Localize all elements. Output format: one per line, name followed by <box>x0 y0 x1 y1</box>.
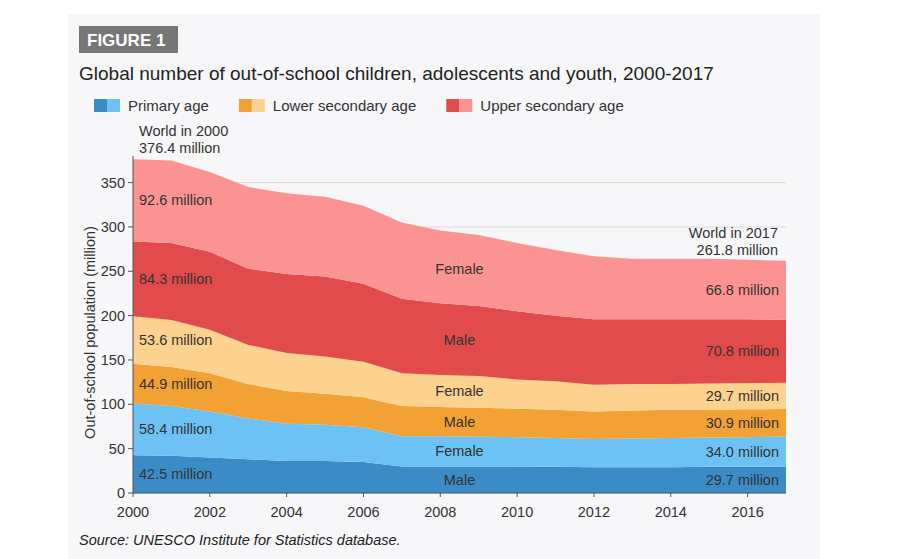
series-label: Female <box>435 261 483 277</box>
legend-swatch <box>252 99 265 112</box>
series-label: Female <box>435 383 483 399</box>
x-tick-label: 2014 <box>655 504 687 520</box>
x-tick <box>670 493 671 497</box>
legend-swatch <box>459 99 472 112</box>
data-label: 66.8 million <box>706 282 779 298</box>
x-tick-label: 2010 <box>501 504 533 520</box>
legend-label: Lower secondary age <box>273 97 416 114</box>
areas <box>133 159 786 493</box>
y-tick-label: 300 <box>101 219 125 235</box>
y-tick-label: 350 <box>101 175 125 191</box>
data-label: 44.9 million <box>139 376 212 392</box>
labels: 42.5 million 29.7 million Male 58.4 million… <box>139 192 779 487</box>
data-label: 84.3 million <box>139 271 212 287</box>
data-label: 29.7 million <box>706 472 779 488</box>
y-tick <box>128 359 133 360</box>
legend: Primary age Lower secondary age Upper seco… <box>94 97 624 114</box>
chart: FIGURE 1 Global number of out-of-school c… <box>0 0 900 559</box>
x-tick <box>747 493 748 497</box>
data-label: 92.6 million <box>139 192 212 208</box>
y-tick-label: 0 <box>117 485 125 501</box>
y-tick-label: 50 <box>109 441 125 457</box>
legend-swatch <box>446 99 459 112</box>
y-tick-label: 250 <box>101 263 125 279</box>
data-label: 30.9 million <box>706 415 779 431</box>
series-label: Male <box>444 332 475 348</box>
axes: 0 50 100 150 200 250 300 350 2000 2002 2004 2006 200… <box>82 156 786 520</box>
panel <box>68 14 820 559</box>
legend-label: Primary age <box>128 97 209 114</box>
x-tick <box>133 493 134 497</box>
annotations: World in 2000376.4 million World in 20172… <box>139 123 778 258</box>
series-label: Male <box>444 472 475 488</box>
x-tick-label: 2006 <box>347 504 379 520</box>
y-tick <box>128 448 133 449</box>
area <box>133 159 786 320</box>
data-label: 70.8 million <box>706 343 779 359</box>
title: Global number of out-of-school children,… <box>79 63 714 84</box>
data-label: 29.7 million <box>706 388 779 404</box>
x-tick-label: 2004 <box>271 504 303 520</box>
x-tick <box>209 493 210 497</box>
legend-swatch <box>94 99 107 112</box>
x-tick-label: 2016 <box>731 504 763 520</box>
data-label: 42.5 million <box>139 466 212 482</box>
x-tick <box>363 493 364 497</box>
x-tick-label: 2008 <box>424 504 456 520</box>
x-axis-line <box>133 493 786 494</box>
x-tick <box>440 493 441 497</box>
x-tick <box>286 493 287 497</box>
source: Source: UNESCO Institute for Statistics … <box>79 532 401 548</box>
x-tick-label: 2000 <box>117 504 149 520</box>
figure-badge <box>79 26 178 53</box>
y-tick <box>128 315 133 316</box>
series-label: Male <box>444 414 475 430</box>
y-tick-label: 100 <box>101 396 125 412</box>
x-tick-label: 2002 <box>194 504 226 520</box>
y-axis-line <box>133 156 134 493</box>
y-tick <box>128 493 133 494</box>
figure-label: FIGURE 1 <box>87 31 165 50</box>
y-tick <box>128 182 133 183</box>
annotation: World in 2017 <box>689 225 778 241</box>
data-label: 34.0 million <box>706 444 779 460</box>
x-tick-label: 2012 <box>578 504 610 520</box>
y-tick-label: 200 <box>101 308 125 324</box>
data-label: 58.4 million <box>139 421 212 437</box>
legend-swatch <box>107 99 120 112</box>
data-label: 53.6 million <box>139 332 212 348</box>
x-tick <box>593 493 594 497</box>
legend-label: Upper secondary age <box>480 97 623 114</box>
legend-swatch <box>239 99 252 112</box>
series-label: Female <box>435 443 483 459</box>
y-tick <box>128 271 133 272</box>
y-axis-label: Out-of-school population (million) <box>82 226 98 439</box>
annotation: 261.8 million <box>697 242 778 258</box>
y-tick <box>128 226 133 227</box>
x-tick <box>517 493 518 497</box>
grid-line <box>133 493 786 494</box>
annotation: World in 2000 <box>139 123 228 139</box>
annotation: 376.4 million <box>139 140 220 156</box>
y-tick-label: 150 <box>101 352 125 368</box>
y-tick <box>128 404 133 405</box>
